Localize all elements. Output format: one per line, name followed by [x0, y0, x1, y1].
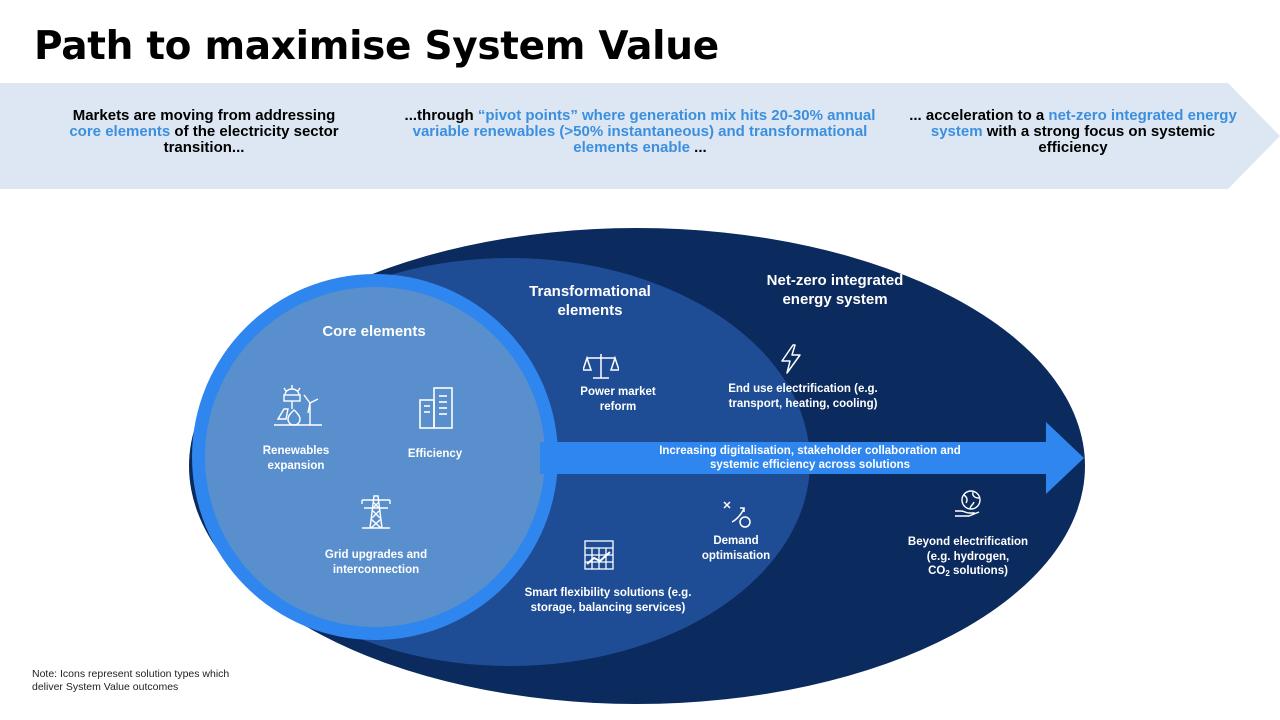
core-heading: Core elements: [322, 323, 426, 340]
lightning-icon: [781, 344, 801, 374]
efficiency-label: Efficiency: [407, 448, 463, 460]
banner-stage-netzero: ... acceleration to a net-zero integrate…: [909, 107, 1237, 156]
transformational-heading: Transformational elements: [529, 283, 651, 319]
banner-stage-pivot: ...through “pivot points” where generati…: [404, 107, 876, 156]
page-title: Path to maximise System Value: [34, 24, 719, 69]
solar-wind-icon: [274, 385, 322, 426]
strategy-icon: [723, 501, 751, 528]
beyond-label: Beyond electrification (e.g. hydrogen, C…: [907, 536, 1029, 578]
building-icon: [419, 387, 453, 429]
banner-stage-core: Markets are moving from addressing core …: [69, 107, 339, 156]
globe-hand-icon: [955, 490, 981, 517]
progress-arrow: [540, 422, 1084, 494]
scales-icon: [583, 354, 619, 379]
renewables-label: Renewables expansion: [262, 445, 330, 472]
footnote: Note: Icons represent solution types whi…: [32, 668, 230, 693]
chart-icon: [584, 540, 614, 570]
demand-label: Demand optimisation: [701, 535, 771, 562]
banner-arrow: [0, 83, 1280, 189]
core-circle: [205, 287, 545, 627]
arrow-label: Increasing digitalisation, stakeholder c…: [659, 445, 961, 471]
electrification-label: End use electrification (e.g. transport,…: [728, 383, 878, 410]
power-market-label: Power market reform: [580, 386, 656, 413]
pylon-icon: [361, 495, 391, 529]
flexibility-label: Smart flexibility solutions (e.g. storag…: [524, 587, 692, 614]
grid-label: Grid upgrades and interconnection: [324, 549, 428, 576]
netzero-heading: Net-zero integrated energy system: [766, 272, 904, 308]
